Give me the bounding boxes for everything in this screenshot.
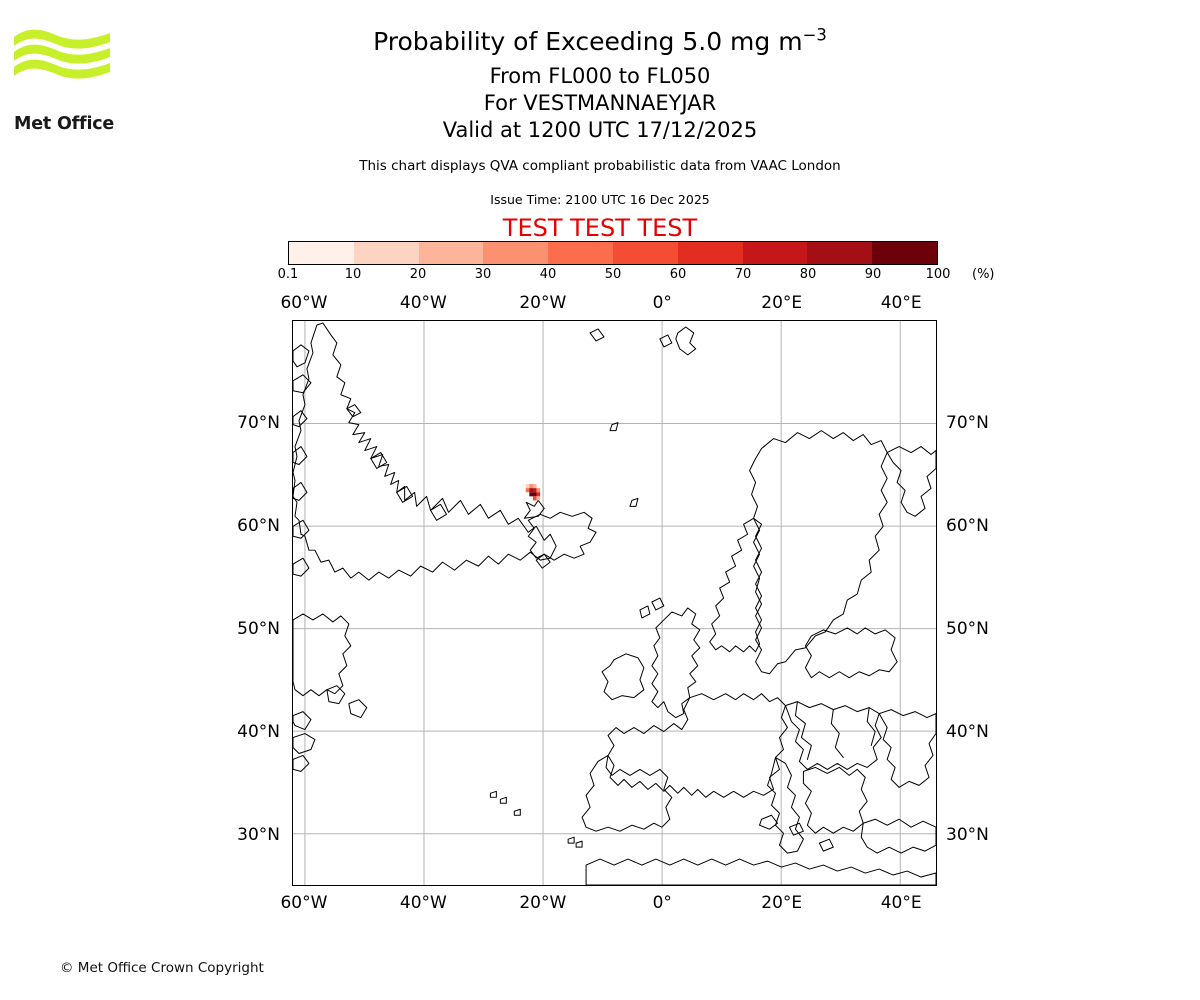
map-panel[interactable]	[292, 320, 937, 886]
flight-level-range: From FL000 to FL050	[489, 64, 711, 88]
valid-time: Valid at 1200 UTC 17/12/2025	[442, 118, 758, 142]
colorbar-segment-8	[807, 242, 873, 264]
map-canvas[interactable]	[293, 321, 936, 885]
plume-cell-11	[536, 496, 541, 501]
met-office-wave-mark	[14, 29, 110, 79]
met-office-logo-text: Met Office	[14, 114, 115, 134]
plume-cell-6	[536, 488, 541, 493]
colorbar-segment-7	[742, 242, 808, 264]
colorbar-tick-50: 50	[604, 267, 622, 282]
lat-label-left-50: 50°N	[237, 618, 280, 639]
colorbar-segment-1	[353, 242, 419, 264]
colorbar-segments	[288, 241, 938, 265]
colorbar-tick-70: 70	[734, 267, 752, 282]
colorbar-segment-9	[872, 242, 937, 264]
colorbar-segment-2	[418, 242, 484, 264]
page-title: Probability of Exceeding 5.0 mg m−3	[0, 26, 1200, 57]
copyright-notice: © Met Office Crown Copyright	[60, 960, 264, 976]
lon-label-bot--40: 40°W	[399, 893, 447, 913]
lon-label-bot-20: 20°E	[761, 893, 803, 913]
lat-label-right-30: 30°N	[946, 824, 989, 845]
lat-label-right-50: 50°N	[946, 618, 989, 639]
lon-label-top--20: 20°W	[519, 293, 567, 313]
map-coastlines	[293, 322, 936, 885]
lon-label-top-40: 40°E	[880, 293, 922, 313]
page-title-text: Probability of Exceeding 5.0 mg m	[373, 27, 803, 56]
colorbar-tick-labels: 0.1 10 20 30 40 50 60 70 80 90 100	[278, 267, 951, 285]
colorbar-tick-30: 30	[474, 267, 492, 282]
colorbar-tick-90: 90	[864, 267, 882, 282]
lon-label-bot-0: 0°	[652, 893, 672, 913]
colorbar-segment-4	[548, 242, 613, 264]
met-office-logo: Met Office	[14, 28, 114, 134]
lat-label-left-70: 70°N	[237, 412, 280, 433]
colorbar-tick-100: 100	[925, 267, 951, 282]
lon-label-bot--60: 60°W	[280, 893, 328, 913]
plume-cell-10	[532, 496, 537, 501]
colorbar-segment-3	[483, 242, 549, 264]
lat-label-right-60: 60°N	[946, 515, 989, 536]
lat-label-left-40: 40°N	[237, 721, 280, 742]
lat-label-left-60: 60°N	[237, 515, 280, 536]
map-gridlines	[293, 321, 936, 885]
colorbar-tick-0.1: 0.1	[277, 267, 299, 282]
colorbar-segment-0	[289, 242, 354, 264]
probability-colorbar	[288, 241, 938, 265]
lon-label-top--40: 40°W	[399, 293, 447, 313]
lon-label-top-20: 20°E	[761, 293, 803, 313]
plume-cell-7	[529, 492, 533, 497]
colorbar-tick-80: 80	[799, 267, 817, 282]
issue-time: Issue Time: 2100 UTC 16 Dec 2025	[490, 192, 710, 207]
qva-note: This chart displays QVA compliant probab…	[359, 158, 841, 174]
colorbar-tick-10: 10	[344, 267, 362, 282]
colorbar-unit-label: (%)	[972, 267, 995, 282]
colorbar-tick-20: 20	[409, 267, 427, 282]
volcano-location: For VESTMANNAEYJAR	[483, 91, 717, 115]
colorbar-segment-6	[677, 242, 743, 264]
plume-cell-0	[525, 484, 530, 489]
page-title-exponent: −3	[802, 25, 827, 45]
plume-cell-1	[529, 484, 533, 489]
colorbar-segment-5	[612, 242, 678, 264]
colorbar-tick-60: 60	[669, 267, 687, 282]
plume-cell-4	[529, 488, 533, 493]
plume-cell-3	[525, 488, 530, 493]
plume-cell-8	[532, 492, 537, 497]
lon-label-bot-40: 40°E	[880, 893, 922, 913]
lat-label-right-40: 40°N	[946, 721, 989, 742]
plume-cell-5	[532, 488, 537, 493]
lon-label-top--60: 60°W	[280, 293, 328, 313]
lon-label-top-0: 0°	[652, 293, 672, 313]
ash-probability-plume	[525, 484, 541, 501]
plume-cell-2	[532, 484, 537, 489]
lat-label-right-70: 70°N	[946, 412, 989, 433]
colorbar-tick-40: 40	[539, 267, 557, 282]
test-banner: TEST TEST TEST	[502, 214, 698, 242]
lat-label-left-30: 30°N	[237, 824, 280, 845]
plume-cell-9	[536, 492, 541, 497]
lon-label-bot--20: 20°W	[519, 893, 567, 913]
